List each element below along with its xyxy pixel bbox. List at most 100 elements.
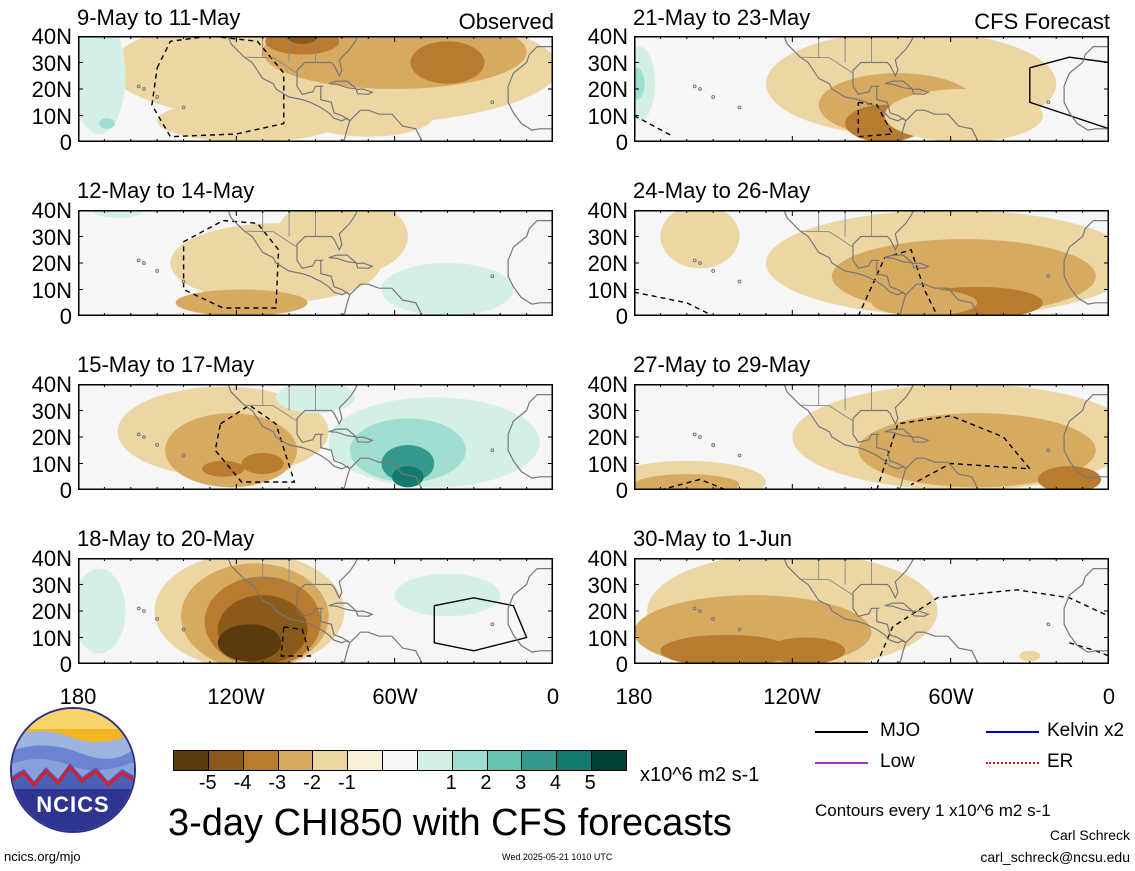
anomaly-shade [410, 41, 485, 84]
coastline [341, 457, 422, 490]
anomaly-shade [1037, 466, 1102, 490]
legend-line-mjo [815, 731, 868, 733]
colorbar-swatch [242, 751, 278, 770]
panel-title-8: 30-May to 1-Jun [633, 526, 792, 551]
anomaly-shade [858, 413, 1096, 488]
legend-label-kelvin: Kelvin x2 [1047, 720, 1125, 741]
map-panel-2 [78, 210, 553, 316]
state-border [800, 230, 854, 248]
lat-label: 40N [31, 372, 72, 397]
island [737, 279, 742, 284]
island [155, 269, 160, 273]
lon-label-60w-left: 60W [372, 684, 418, 709]
panel-tag-forecast: CFS Forecast [974, 9, 1110, 34]
island [181, 105, 186, 110]
lat-label: 30N [31, 398, 72, 424]
anomaly-layer [117, 384, 540, 488]
lat-label: 0 [59, 130, 72, 155]
coastline [507, 568, 553, 653]
island [155, 95, 160, 99]
mjo-contour-negative [876, 589, 1109, 664]
colorbar-swatch [347, 751, 383, 770]
anomaly-shade [884, 89, 1044, 142]
island [155, 617, 160, 621]
island [692, 606, 697, 611]
island [181, 627, 186, 632]
coastline [117, 36, 359, 122]
island [692, 432, 697, 437]
land-layer [673, 384, 1109, 490]
coastline [673, 210, 915, 296]
island [711, 617, 716, 621]
lat-label: 30N [31, 572, 72, 598]
colorbar-units: x10^6 m2 s-1 [640, 764, 760, 786]
island [698, 87, 702, 91]
coastline [341, 283, 422, 316]
lat-label: 10N [587, 277, 628, 303]
coastline [1063, 220, 1109, 305]
credit-email: carl_schreck@ncsu.edu [980, 849, 1130, 865]
coastline [1063, 394, 1109, 479]
coastline [341, 631, 422, 664]
island [737, 627, 742, 632]
coastline [355, 436, 374, 443]
anomaly-shade [634, 474, 740, 490]
state-border [800, 404, 854, 422]
coastline [117, 384, 359, 470]
coastline [341, 109, 422, 142]
footer-url: ncics.org/mjo [4, 849, 81, 864]
lat-label: 20N [31, 599, 72, 624]
anomaly-shade [78, 568, 126, 654]
coastline [507, 394, 553, 479]
colorbar-label: -5 [198, 772, 217, 794]
lat-label: 0 [615, 652, 628, 677]
island [692, 258, 697, 263]
state-border [800, 578, 854, 596]
colorbar-label: -3 [268, 772, 287, 794]
mjo-contour-negative [876, 415, 1032, 490]
lat-label: 40N [587, 372, 628, 397]
land-layer [673, 36, 1109, 142]
colorbar-swatch [451, 751, 487, 770]
anomaly-shade [634, 46, 656, 121]
land-layer [117, 210, 553, 316]
timestamp: Wed 2025-05-21 1010 UTC [502, 852, 613, 862]
island [181, 279, 186, 284]
anomaly-shade [660, 634, 793, 664]
map-panel-1 [78, 36, 553, 142]
island [698, 435, 702, 439]
legend-line-er [986, 762, 1039, 764]
coastline [897, 457, 978, 490]
colorbar-swatch [207, 751, 243, 770]
lon-label-60w-right: 60W [928, 684, 974, 709]
island [711, 95, 716, 99]
lat-label: 40N [31, 198, 72, 223]
island [1046, 622, 1051, 627]
legend-line-kelvin [986, 731, 1039, 733]
island [181, 453, 186, 458]
state-border [244, 230, 298, 248]
island [142, 609, 146, 613]
mjo-contour-negative [660, 478, 727, 490]
anomaly-layer [78, 36, 553, 142]
anomaly-shade [78, 36, 126, 135]
panel-title-4: 18-May to 20-May [77, 526, 255, 551]
lat-label: 10N [31, 103, 72, 129]
anomaly-shade [765, 637, 846, 664]
lat-label: 10N [31, 451, 72, 477]
mjo-contour-positive [1029, 56, 1109, 130]
coastline [1063, 568, 1109, 653]
mjo-contour-negative [214, 404, 296, 483]
anomaly-shade [175, 289, 308, 316]
island [1046, 100, 1051, 105]
coastline [897, 631, 978, 664]
land-layer [673, 210, 1109, 316]
land-layer [117, 558, 553, 664]
colorbar-swatch [486, 751, 522, 770]
island [142, 435, 146, 439]
island [737, 453, 742, 458]
mjo-contour-negative [280, 626, 312, 657]
lat-label: 20N [31, 425, 72, 450]
mjo-contour-positive [433, 597, 528, 652]
mjo-contour-negative [634, 291, 714, 316]
